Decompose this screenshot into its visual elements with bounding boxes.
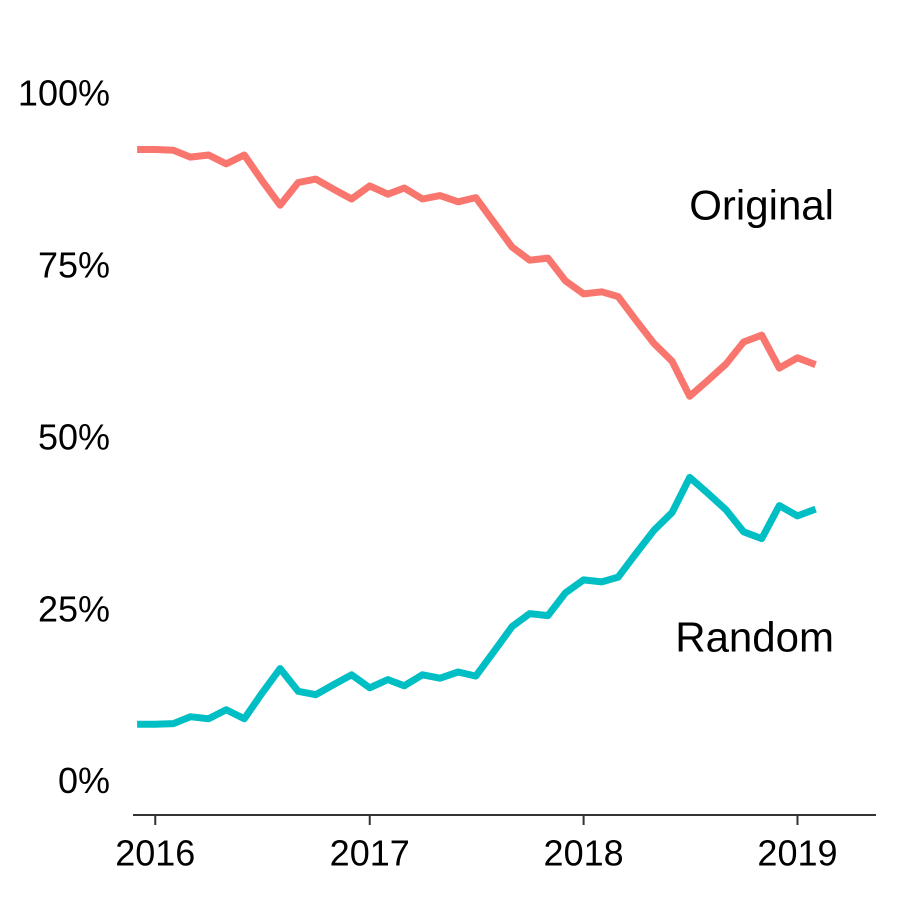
series-line-original — [137, 146, 817, 400]
series-labels: Original Random — [675, 182, 834, 661]
x-tick-label: 2016 — [115, 833, 195, 874]
x-tick-label: 2018 — [544, 833, 624, 874]
x-axis-ticks: 2016 2017 2018 2019 — [115, 815, 838, 874]
series-line-random — [137, 473, 817, 728]
x-tick-label: 2017 — [330, 833, 410, 874]
y-tick-label: 75% — [38, 245, 110, 286]
y-tick-label: 0% — [58, 760, 110, 801]
series-label-original: Original — [689, 182, 834, 229]
y-tick-label: 50% — [38, 416, 110, 457]
x-tick-label: 2019 — [757, 833, 837, 874]
y-tick-label: 25% — [38, 588, 110, 629]
series-label-random: Random — [675, 614, 834, 661]
y-tick-label: 100% — [18, 73, 110, 114]
y-axis-ticks: 0% 25% 50% 75% 100% — [18, 73, 110, 802]
series-lines — [137, 146, 817, 728]
